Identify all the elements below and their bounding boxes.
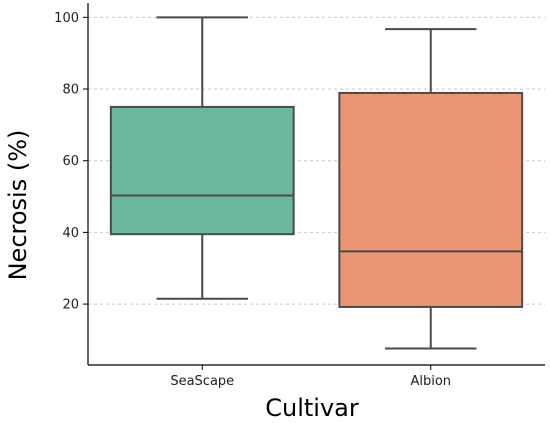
- x-tick-layer: SeaScape Albion: [170, 365, 451, 389]
- y-tick-label-60: 60: [62, 154, 79, 169]
- box-layer: [109, 16, 524, 350]
- y-tick-label-80: 80: [62, 83, 79, 98]
- y-tick-label-100: 100: [54, 11, 79, 26]
- iqr-box-seascape: [109, 105, 295, 236]
- y-tick-label-20: 20: [62, 298, 79, 313]
- box-seascape: [109, 16, 295, 300]
- box-albion: [338, 28, 524, 350]
- y-tick-layer: 20 40 60 80 100: [54, 11, 88, 313]
- x-tick-label-seascape: SeaScape: [170, 374, 234, 389]
- axis-layer: [87, 3, 545, 366]
- y-tick-label-40: 40: [62, 226, 79, 241]
- x-axis-title: Cultivar: [265, 394, 359, 422]
- iqr-box-albion: [338, 91, 524, 308]
- x-tick-label-albion: Albion: [410, 374, 451, 389]
- y-axis-title: Necrosis (%): [4, 130, 32, 281]
